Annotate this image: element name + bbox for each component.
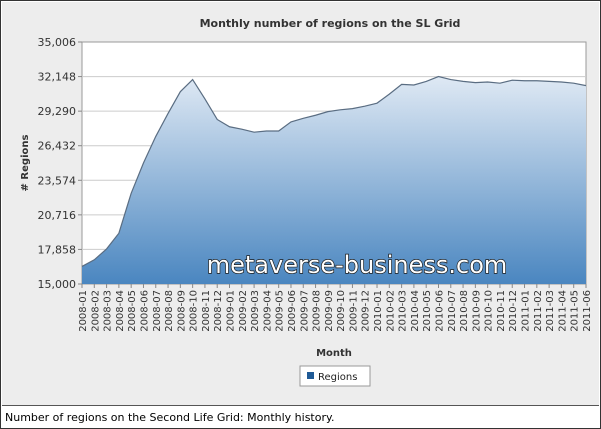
x-tick-label: 2010-06 [434, 290, 445, 332]
x-tick-label: 2008-12 [213, 290, 224, 332]
x-tick-label: 2010-11 [496, 290, 507, 332]
chart-panel: Monthly number of regions on the SL Grid… [2, 2, 599, 406]
legend-label-regions: Regions [318, 372, 357, 383]
x-tick-label: 2010-04 [410, 290, 421, 332]
x-tick-label: 2008-06 [139, 290, 150, 332]
x-tick-label: 2010-12 [508, 290, 519, 332]
x-tick-label: 2010-02 [385, 290, 396, 332]
x-tick-label: 2011-02 [533, 290, 544, 332]
legend-box [299, 365, 371, 387]
x-tick-label: 2009-02 [238, 290, 249, 332]
x-tick-label: 2011-04 [557, 290, 568, 332]
x-tick-label: 2009-10 [336, 290, 347, 332]
x-tick-label: 2008-07 [152, 290, 163, 332]
x-tick-label: 2010-05 [422, 290, 433, 332]
x-tick-label: 2009-07 [299, 290, 310, 332]
x-tick-label: 2009-08 [312, 290, 323, 332]
legend: Regions [299, 365, 371, 387]
x-tick-label: 2010-09 [471, 290, 482, 332]
chart-caption: Number of regions on the Second Life Gri… [5, 411, 335, 424]
series-area-regions [82, 76, 586, 284]
x-tick-label: 2011-06 [582, 290, 593, 332]
x-tick-label: 2008-09 [176, 290, 187, 332]
x-tick-label: 2009-01 [226, 290, 237, 332]
y-axis-ticks: 15,000 17,858 20,716 23,574 26,432 29,290 32,1… [38, 36, 82, 291]
regions-area-chart: Monthly number of regions on the SL Grid… [20, 17, 593, 387]
x-tick-label: 2008-08 [164, 290, 175, 332]
x-axis-ticks: 2008-01 2008-02 2008-03 2008-04 2008-05 2008-… [78, 284, 593, 332]
x-tick-label: 2011-01 [521, 290, 532, 332]
x-tick-label: 2009-05 [275, 290, 286, 332]
chart-title: Monthly number of regions on the SL Grid [200, 17, 461, 30]
y-tick-label: 29,290 [38, 105, 77, 118]
x-tick-label: 2008-03 [103, 290, 114, 332]
x-tick-label: 2008-11 [201, 290, 212, 332]
x-tick-label: 2010-08 [459, 290, 470, 332]
x-tick-label: 2009-11 [348, 290, 359, 332]
x-tick-label: 2008-02 [90, 290, 101, 332]
x-tick-label: 2008-10 [189, 290, 200, 332]
x-tick-label: 2010-07 [447, 290, 458, 332]
x-tick-label: 2010-10 [484, 290, 495, 332]
watermark-text: metaverse-business.com [207, 251, 508, 279]
y-tick-label: 23,574 [38, 174, 77, 187]
x-tick-label: 2010-03 [398, 290, 409, 332]
x-tick-label: 2009-12 [361, 290, 372, 332]
y-tick-label: 15,000 [38, 278, 77, 291]
y-tick-label: 35,006 [38, 36, 77, 49]
y-tick-label: 26,432 [38, 140, 77, 153]
x-tick-label: 2009-03 [250, 290, 261, 332]
x-tick-label: 2009-06 [287, 290, 298, 332]
y-tick-label: 20,716 [38, 209, 77, 222]
y-axis-label: # Regions [20, 135, 31, 192]
x-tick-label: 2008-05 [127, 290, 138, 332]
x-tick-label: 2010-01 [373, 290, 384, 332]
x-tick-label: 2008-01 [78, 290, 89, 332]
x-tick-label: 2011-03 [545, 290, 556, 332]
y-tick-label: 32,148 [38, 71, 77, 84]
x-tick-label: 2009-04 [262, 290, 273, 332]
legend-swatch-regions [307, 372, 314, 379]
y-tick-label: 17,858 [38, 243, 77, 256]
x-axis-label: Month [316, 348, 352, 359]
x-tick-label: 2008-04 [115, 290, 126, 332]
x-tick-label: 2009-09 [324, 290, 335, 332]
x-tick-label: 2011-05 [570, 290, 581, 332]
series-line-regions [81, 75, 587, 267]
